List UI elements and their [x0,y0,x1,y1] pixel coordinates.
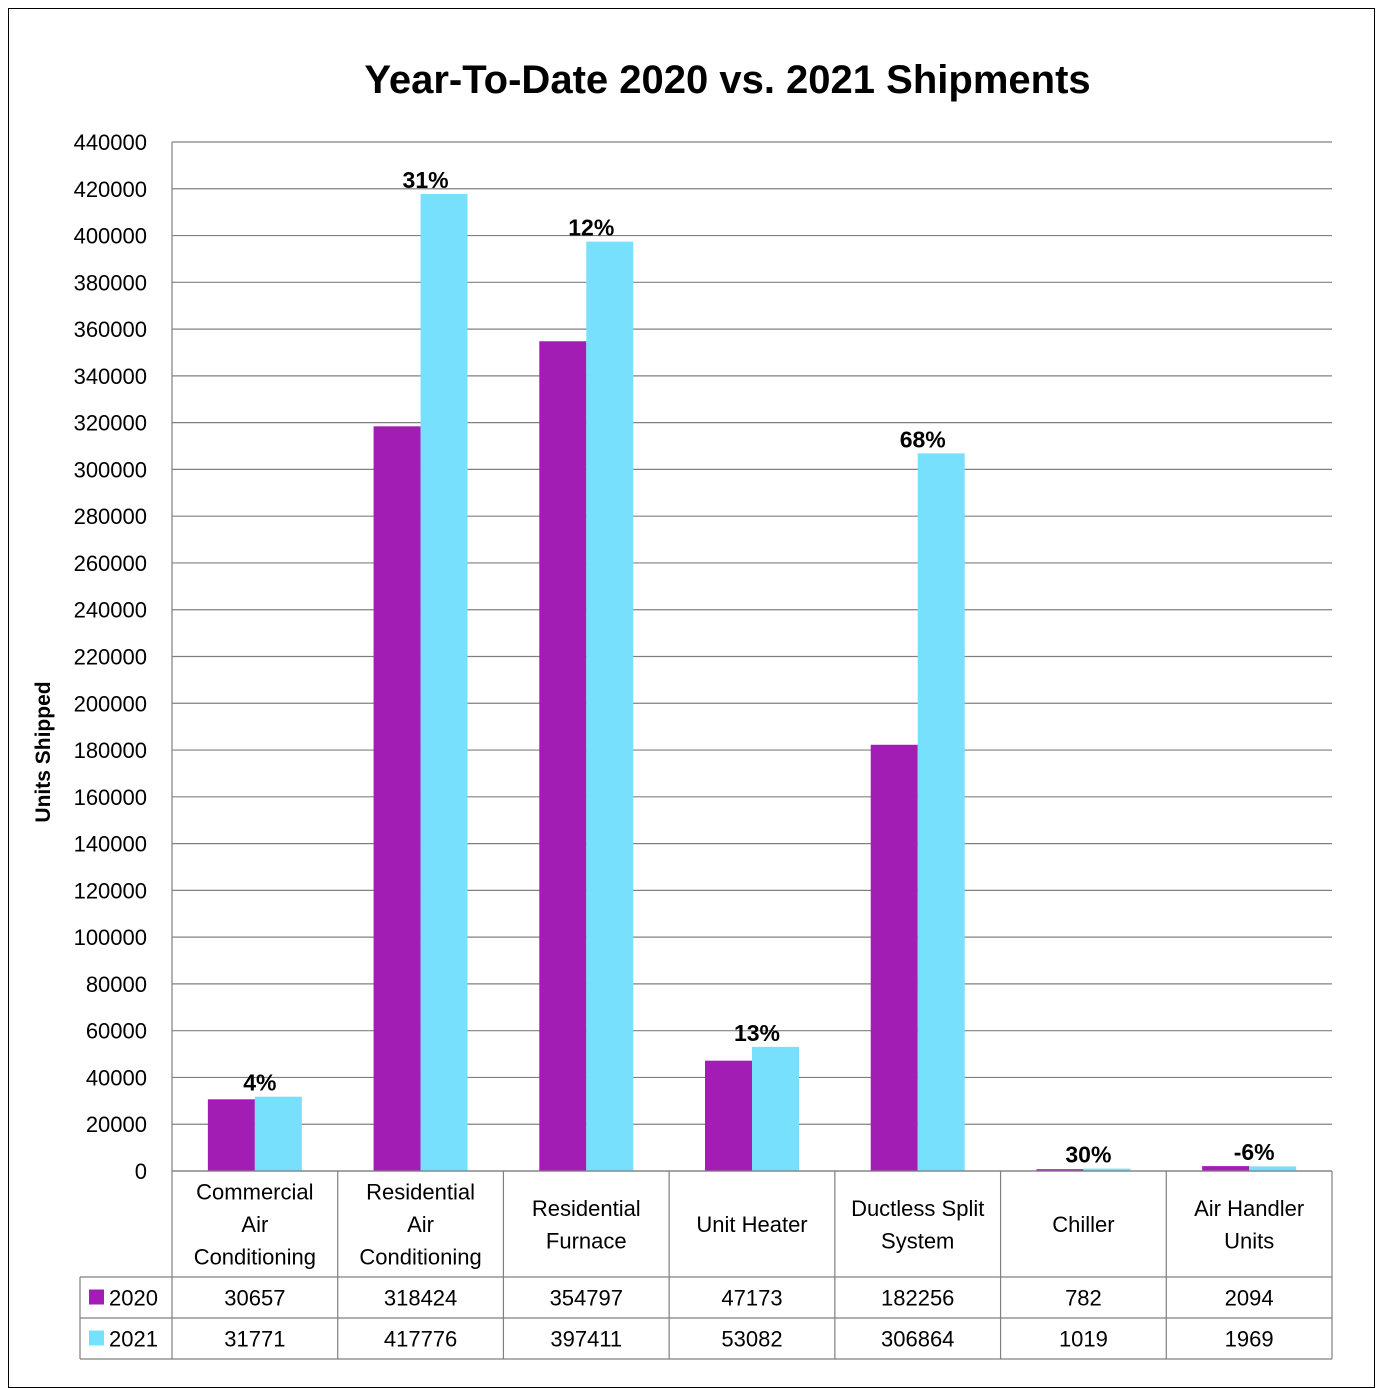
y-tick-label: 220000 [74,645,147,670]
x-category-label: Unit Heater [696,1212,807,1237]
bar-2021 [1083,1168,1131,1171]
y-tick-label: 280000 [74,504,147,529]
y-tick-label: 120000 [74,878,147,903]
x-category-label: Conditioning [194,1245,316,1270]
bar-2020 [373,426,421,1172]
bars [207,193,1297,1172]
y-tick-label: 20000 [86,1112,147,1137]
y-tick-label: 100000 [74,925,147,950]
bar-2021 [1249,1166,1297,1171]
x-category-label: System [881,1228,954,1253]
table-cell: 1969 [1225,1327,1274,1352]
legend-key-2020 [89,1289,104,1305]
y-tick-label: 0 [135,1159,147,1184]
percent-change-label: -6% [1234,1139,1275,1165]
y-tick-label: 340000 [74,364,147,389]
percent-change-label: 13% [734,1020,780,1046]
bar-2020 [705,1060,752,1171]
bar-2020 [207,1099,255,1171]
table-row-label: 2020 [109,1286,158,1311]
bar-2021 [752,1046,799,1171]
y-tick-label: 180000 [74,738,147,763]
y-tick-label: 360000 [74,317,147,342]
table-cell: 782 [1065,1286,1102,1311]
data-table: Commercial Air Conditioning Residential Air C… [79,1170,1333,1360]
table-cell: 306864 [881,1327,954,1352]
bar-2021 [917,453,965,1171]
y-tick-label: 400000 [74,224,147,249]
table-cell: 318424 [384,1286,457,1311]
gridlines [171,141,1332,1172]
table-cell: 182256 [881,1286,954,1311]
y-tick-label: 140000 [74,832,147,857]
x-category-label: Furnace [546,1228,627,1253]
y-tick-label: 160000 [74,785,147,810]
y-tick-label: 60000 [86,1019,147,1044]
table-cell: 397411 [550,1327,622,1352]
percent-change-label: 30% [1065,1142,1111,1168]
y-tick-label: 320000 [74,411,147,436]
legend-key-2021 [89,1330,104,1346]
table-cell: 354797 [550,1286,623,1311]
bar-2021 [420,193,468,1171]
y-tick-label: 440000 [74,130,147,155]
x-category-label: Air Handler [1194,1196,1304,1221]
x-category-label: Air [407,1212,434,1237]
y-tick-label: 80000 [86,972,147,997]
table-cell: 30657 [224,1286,285,1311]
y-tick-label: 420000 [74,177,147,202]
y-tick-label: 40000 [86,1065,147,1090]
percent-change-label: 4% [243,1070,276,1096]
y-tick-label: 300000 [74,457,147,482]
bar-2021 [254,1096,302,1171]
x-category-label: Conditioning [359,1245,481,1270]
x-category-label: Residential [366,1180,475,1205]
percent-change-label: 12% [568,215,614,241]
y-tick-label: 240000 [74,598,147,623]
bar-2020 [1202,1166,1250,1171]
x-category-label: Residential [532,1196,641,1221]
y-tick-labels: 0 20000 40000 60000 80000 100000 120000 140000 1… [74,130,147,1184]
table-cell: 53082 [721,1327,782,1352]
x-category-label: Air [241,1212,268,1237]
table-cell: 1019 [1059,1327,1108,1352]
y-tick-label: 380000 [74,270,147,295]
table-cell: 31771 [224,1327,285,1352]
x-category-label: Commercial [196,1180,313,1205]
x-category-label: Ductless Split [851,1196,984,1221]
y-tick-label: 260000 [74,551,147,576]
table-cell: 417776 [384,1327,457,1352]
table-row-label: 2021 [109,1327,158,1352]
table-cell: 2094 [1225,1286,1274,1311]
bar-2020 [870,744,918,1171]
x-category-label: Chiller [1052,1212,1114,1237]
bar-2020 [539,341,587,1172]
bar-2021 [586,241,634,1171]
percent-change-labels: 4% 31% 12% 13% 68% 30% -6% [243,167,1274,1168]
table-cell: 47173 [721,1286,782,1311]
x-category-label: Units [1224,1228,1274,1253]
bar-2020 [1036,1169,1084,1171]
chart-title: Year-To-Date 2020 vs. 2021 Shipments [364,58,1091,102]
percent-change-label: 31% [403,167,449,193]
percent-change-label: 68% [900,426,946,452]
y-tick-label: 200000 [74,691,147,716]
